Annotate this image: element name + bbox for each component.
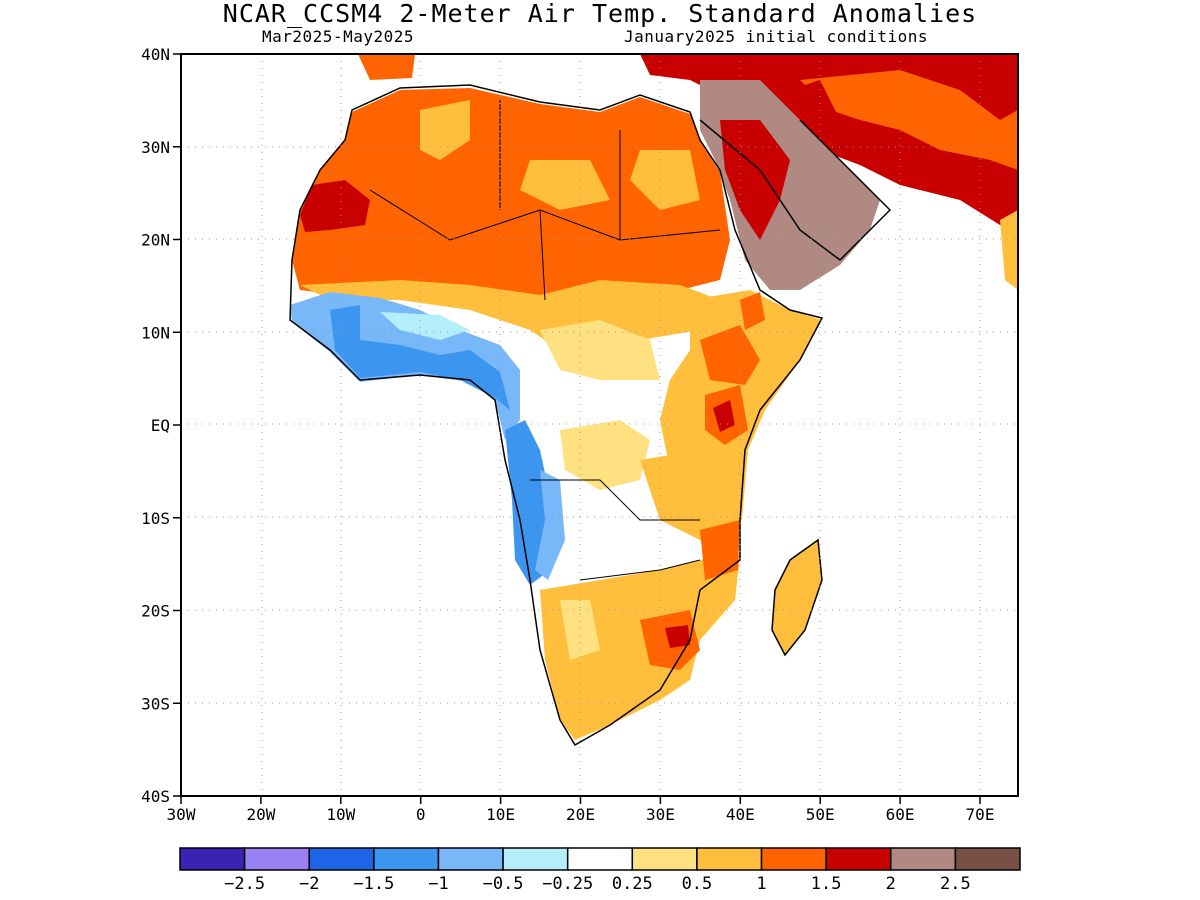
arabia-red-patch [790, 80, 840, 130]
colorbar-swatch [954, 847, 1021, 871]
lon-tick-label: 60E [886, 805, 915, 824]
colorbar-label: 2.5 [940, 874, 971, 894]
west-africa-light-band [380, 312, 470, 340]
colorbar-swatch [890, 847, 957, 871]
colorbar-label: −0.5 [483, 874, 524, 894]
lat-tick-label: 10S [141, 509, 170, 528]
colorbar-label: 0.25 [612, 874, 653, 894]
map-title: NCAR_CCSM4 2-Meter Air Temp. Standard An… [222, 0, 978, 28]
colorbar-label: −1 [428, 874, 448, 894]
north-africa-patch [520, 160, 610, 210]
coastlines [289, 84, 892, 747]
mozambique-anomaly [700, 520, 740, 580]
lat-tick-label: EQ [151, 416, 170, 435]
lat-tick-label: 20S [141, 602, 170, 621]
latitude-axis: 40N 30N 20N 10N EQ 10S 20S 30S 40S [141, 45, 181, 806]
madagascar-coastline [771, 538, 823, 657]
lon-tick-label: 20E [566, 805, 595, 824]
colorbar-swatch [566, 847, 634, 871]
colorbar-swatch [502, 847, 569, 871]
lat-tick-label: 20N [141, 231, 170, 250]
lat-tick-label: 30S [141, 694, 170, 713]
colorbar-swatch [373, 847, 440, 871]
horn-patch [740, 292, 765, 330]
angola-coast-light [535, 470, 565, 580]
sahel-light-patch [540, 320, 660, 380]
colorbar-label: 1.5 [811, 874, 842, 894]
init-conditions-subtitle: January2025 initial conditions [624, 27, 928, 46]
colorbar-swatch [179, 847, 246, 871]
southern-africa-core [665, 625, 690, 648]
lon-tick-label: 70E [966, 805, 995, 824]
colorbar-label: −2.5 [224, 874, 265, 894]
west-africa-coast-core [330, 305, 510, 410]
colorbar-swatch [631, 847, 698, 871]
iberia-anomaly [358, 54, 415, 80]
india-anomaly [1000, 210, 1018, 290]
lon-tick-label: 0 [416, 805, 426, 824]
country-border [530, 479, 701, 581]
north-africa-patch [630, 150, 700, 210]
lat-tick-label: 30N [141, 138, 170, 157]
north-africa-patch [420, 100, 470, 160]
grid-lines [181, 54, 1018, 796]
colorbar-label: 1 [756, 874, 766, 894]
colorbar-swatch [696, 847, 763, 871]
anomaly-field [290, 54, 1018, 745]
colorbar-label: −0.25 [542, 874, 593, 894]
eastern-mediterranean-anomaly [800, 70, 1018, 170]
lon-tick-label: 30E [646, 805, 675, 824]
lon-tick-label: 40E [726, 805, 755, 824]
colorbar-swatch [437, 847, 504, 871]
lon-tick-label: 10W [326, 805, 355, 824]
longitude-axis: 30W 20W 10W 0 10E 20E 30E 40E 50E 60E 70E [167, 796, 995, 824]
lat-tick-label: 40N [141, 45, 170, 64]
lon-tick-label: 20W [246, 805, 275, 824]
colorbar-label: 2 [886, 874, 896, 894]
madagascar-anomaly [772, 540, 822, 655]
kenya-core [713, 400, 735, 432]
arabia-coastline [699, 119, 892, 261]
arabia-red [720, 120, 790, 240]
lon-tick-label: 10E [486, 805, 515, 824]
colorbar-swatch [243, 847, 310, 871]
central-africa-patch [560, 420, 650, 490]
season-subtitle: Mar2025-May2025 [262, 27, 414, 46]
colorbar-swatch [308, 847, 375, 871]
colorbar-swatch [825, 847, 892, 871]
lon-tick-label: 30W [167, 805, 196, 824]
colorbar-label: −2 [299, 874, 319, 894]
northwest-africa-anomaly [300, 180, 370, 232]
lat-tick-label: 40S [141, 787, 170, 806]
ethiopia-patch [700, 325, 760, 385]
colorbar-label: 0.5 [682, 874, 713, 894]
kalahari-patch [560, 600, 600, 660]
lon-tick-label: 50E [806, 805, 835, 824]
lat-tick-label: 10N [141, 323, 170, 342]
country-border [499, 100, 621, 301]
colorbar-label: −1.5 [353, 874, 394, 894]
colorbar: −2.5 −2 −1.5 −1 −0.5 −0.25 0.25 0.5 1 1.5 2 2.5 [179, 847, 1021, 894]
colorbar-swatch [760, 847, 827, 871]
africa-coastline [289, 84, 824, 747]
